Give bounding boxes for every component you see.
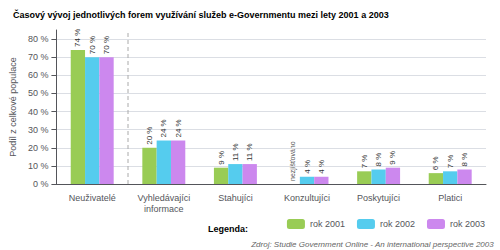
svg-text:24 %: 24 % bbox=[174, 119, 183, 137]
svg-text:11 %: 11 % bbox=[231, 143, 240, 161]
svg-text:70 %: 70 % bbox=[102, 36, 111, 54]
svg-text:20 %: 20 % bbox=[145, 127, 154, 145]
svg-text:74 %: 74 % bbox=[73, 29, 82, 47]
svg-text:10 %: 10 % bbox=[28, 161, 49, 171]
svg-text:informace: informace bbox=[144, 204, 184, 214]
svg-text:Časový vývoj jednotlivých fore: Časový vývoj jednotlivých forem využíván… bbox=[13, 9, 389, 20]
svg-text:rok 2002: rok 2002 bbox=[380, 219, 415, 229]
svg-text:rok 2001: rok 2001 bbox=[310, 219, 345, 229]
svg-text:4 %: 4 % bbox=[303, 160, 312, 174]
svg-text:7 %: 7 % bbox=[360, 155, 369, 169]
svg-text:Poskytujíci: Poskytujíci bbox=[357, 193, 400, 203]
svg-text:30 %: 30 % bbox=[28, 125, 49, 135]
svg-text:8 %: 8 % bbox=[460, 153, 469, 167]
svg-text:Legenda:: Legenda: bbox=[208, 224, 248, 234]
svg-text:60 %: 60 % bbox=[28, 70, 49, 80]
svg-text:Konzultujíci: Konzultujíci bbox=[284, 193, 330, 203]
svg-text:Stahujíci: Stahujíci bbox=[218, 193, 253, 203]
svg-text:50 %: 50 % bbox=[28, 88, 49, 98]
svg-text:0 %: 0 % bbox=[33, 179, 49, 189]
svg-text:Zdroj: Studie Government Onlin: Zdroj: Studie Government Online - An int… bbox=[250, 240, 494, 249]
svg-text:9 %: 9 % bbox=[217, 151, 226, 165]
svg-text:70 %: 70 % bbox=[28, 52, 49, 62]
svg-text:8 %: 8 % bbox=[374, 153, 383, 167]
svg-text:70 %: 70 % bbox=[88, 36, 97, 54]
svg-text:24 %: 24 % bbox=[159, 119, 168, 137]
svg-text:9 %: 9 % bbox=[388, 151, 397, 165]
svg-text:11 %: 11 % bbox=[245, 143, 254, 161]
svg-text:6 %: 6 % bbox=[431, 156, 440, 170]
svg-text:Podíl z celkové populace: Podíl z celkové populace bbox=[8, 57, 18, 157]
svg-text:80 %: 80 % bbox=[28, 34, 49, 44]
svg-text:nezjišťováno: nezjišťováno bbox=[289, 141, 297, 181]
svg-text:40 %: 40 % bbox=[28, 107, 49, 117]
svg-text:rok 2003: rok 2003 bbox=[450, 219, 485, 229]
svg-text:Neuživatelé: Neuživatelé bbox=[69, 193, 116, 203]
svg-text:20 %: 20 % bbox=[28, 143, 49, 153]
svg-text:4 %: 4 % bbox=[317, 160, 326, 174]
svg-text:Vyhledávajíci: Vyhledávajíci bbox=[137, 193, 190, 203]
svg-text:Platici: Platici bbox=[438, 193, 462, 203]
svg-text:7 %: 7 % bbox=[446, 155, 455, 169]
